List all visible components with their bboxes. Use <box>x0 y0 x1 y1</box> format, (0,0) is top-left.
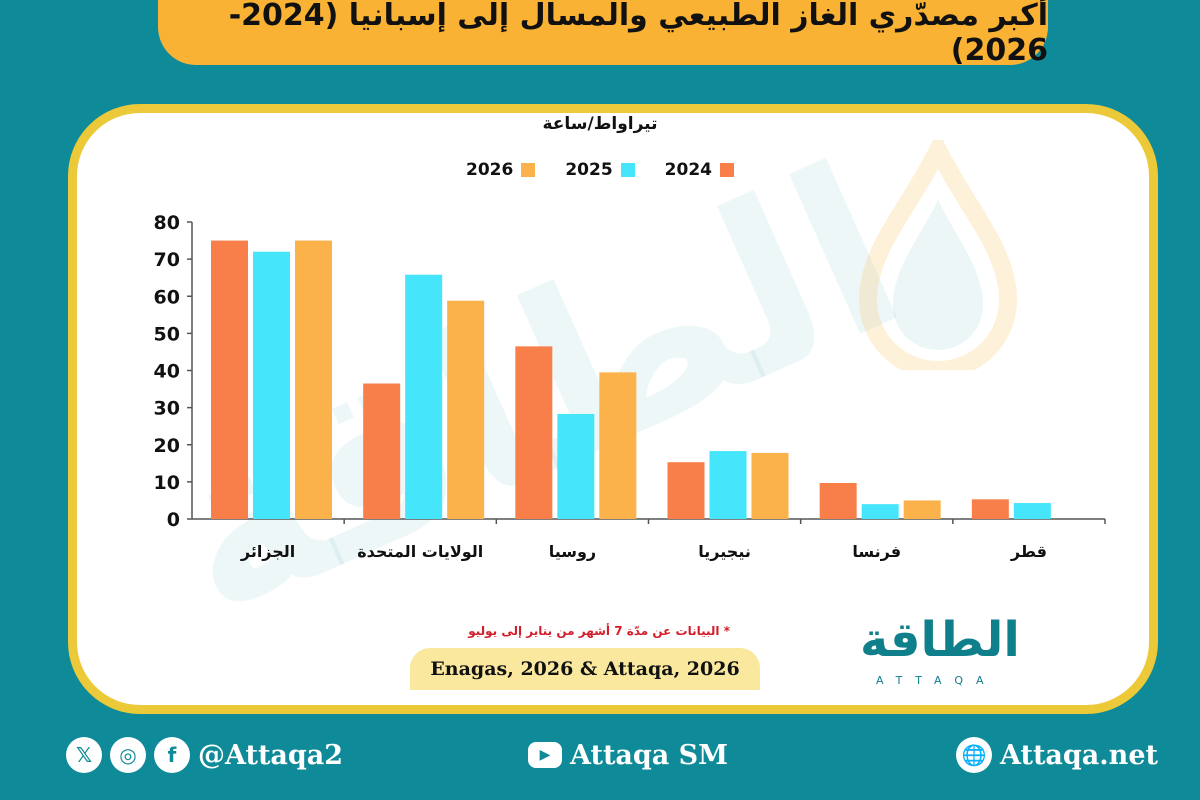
bar-2025-5 <box>1013 503 1051 519</box>
category-label: فرنسا <box>852 542 901 561</box>
category-label: قطر <box>1010 542 1047 561</box>
legend-item-2024: 2024 <box>665 160 734 180</box>
youtube-handle[interactable]: Attaqa SM <box>570 739 729 771</box>
bar-2025-1 <box>405 274 443 519</box>
bar-2024-3 <box>667 462 705 519</box>
website-link[interactable]: Attaqa.net <box>1000 739 1158 771</box>
bar-2024-0 <box>211 240 248 519</box>
legend-label: 2024 <box>664 160 712 180</box>
y-tick-label: 20 <box>154 435 180 457</box>
y-tick-label: 40 <box>154 361 180 383</box>
bar-2026-2 <box>599 372 637 519</box>
social-handle[interactable]: @Attaqa2 <box>198 739 344 771</box>
legend-swatch <box>521 163 536 177</box>
y-tick-label: 80 <box>154 212 180 234</box>
logo-subtext: ATTAQA <box>876 674 997 687</box>
y-axis-label: تيراواط/ساعة <box>542 114 658 134</box>
bar-2024-5 <box>971 499 1009 519</box>
footer-youtube: ▶ Attaqa SM <box>528 730 728 780</box>
chart-title: أكبر مصدّري الغاز الطبيعي والمسال إلى إس… <box>228 0 1048 68</box>
bar-2026-1 <box>447 300 485 519</box>
bar-2025-0 <box>253 251 290 519</box>
y-tick-label: 60 <box>154 286 180 308</box>
bar-2025-4 <box>861 504 899 519</box>
y-tick-label: 50 <box>154 323 180 345</box>
category-label: الجزائر <box>240 542 295 561</box>
y-tick-label: 70 <box>154 249 180 271</box>
title-banner: أكبر مصدّري الغاز الطبيعي والمسال إلى إس… <box>158 0 1048 68</box>
x-icon[interactable]: 𝕏 <box>66 737 102 773</box>
legend-label: 2025 <box>565 160 613 180</box>
footnote: * البيانات عن مدّة 7 أشهر من يناير إلى ي… <box>468 624 730 638</box>
legend: 2026 2025 2024 <box>0 160 1200 180</box>
bar-2025-3 <box>709 451 747 519</box>
globe-icon[interactable]: 🌐 <box>956 737 992 773</box>
legend-label: 2026 <box>466 160 514 180</box>
bar-2026-3 <box>751 452 789 519</box>
y-tick-label: 10 <box>154 472 180 494</box>
bar-2024-2 <box>515 346 553 519</box>
instagram-icon[interactable]: ◎ <box>110 737 146 773</box>
legend-item-2025: 2025 <box>565 160 635 180</box>
footer-website: 🌐 Attaqa.net <box>956 730 1158 780</box>
category-label: نيجيريا <box>698 542 751 561</box>
bar-2025-2 <box>557 413 595 519</box>
y-tick-label: 30 <box>154 398 180 420</box>
bar-2024-4 <box>819 482 857 519</box>
category-label: روسيا <box>549 542 596 561</box>
legend-item-2026: 2026 <box>466 160 536 180</box>
youtube-icon[interactable]: ▶ <box>528 742 562 768</box>
y-tick-label: 0 <box>167 509 180 531</box>
category-label: الولايات المتحدة <box>357 542 483 561</box>
source-label: Enagas, 2026 & Attaqa, 2026 <box>410 648 760 690</box>
bar-2024-1 <box>363 383 401 519</box>
legend-swatch <box>620 163 635 177</box>
bar-2026-4 <box>903 500 941 519</box>
attaqa-logo: الطاقة ATTAQA <box>860 612 1040 692</box>
bar-2026-0 <box>295 240 332 519</box>
footer-social: 𝕏 ◎ f @Attaqa2 <box>66 730 343 780</box>
logo-text: الطاقة <box>860 612 1020 668</box>
legend-swatch <box>719 163 734 177</box>
facebook-icon[interactable]: f <box>154 737 190 773</box>
